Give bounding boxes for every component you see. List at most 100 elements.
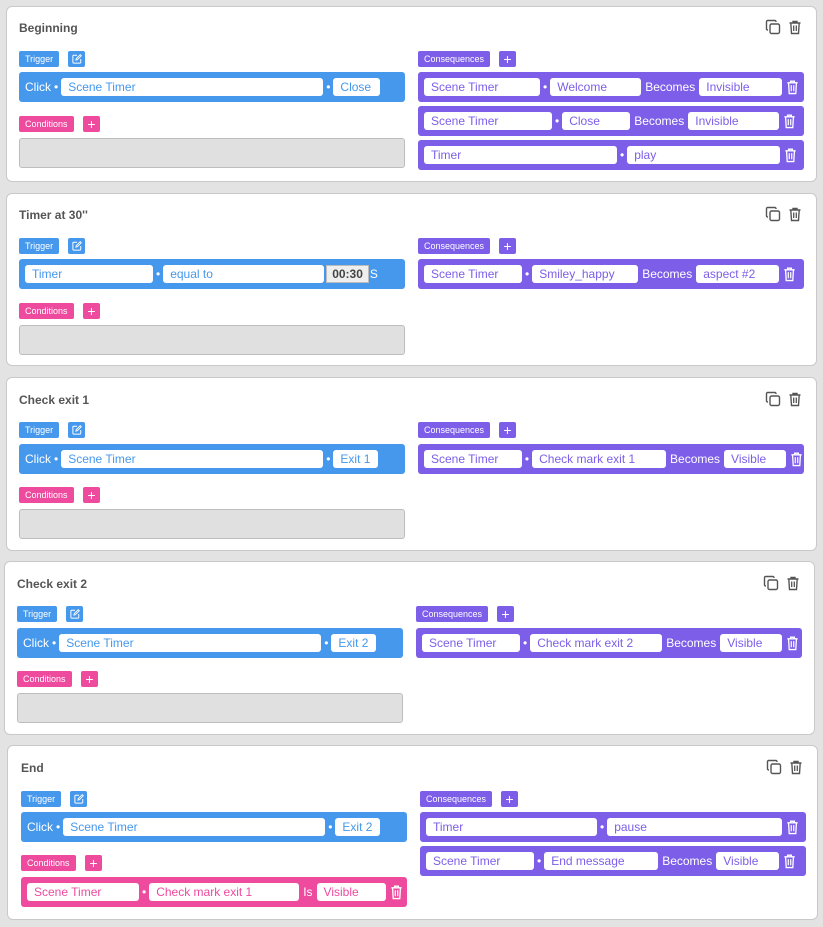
consequence-value-field[interactable]: Visible (720, 634, 783, 652)
plus-icon: + (87, 487, 96, 503)
trigger-object-field[interactable]: Scene Timer (61, 450, 324, 468)
trigger-object-field[interactable]: Scene Timer (61, 78, 324, 96)
consequence-target-field[interactable]: play (627, 146, 781, 164)
condition-row: Scene Timer • Check mark exit 1 Is Visibl… (21, 877, 407, 907)
trash-icon[interactable] (785, 575, 801, 591)
trigger-event: Click (23, 636, 49, 650)
consequence-target-field[interactable]: Check mark exit 2 (530, 634, 663, 652)
rule-tools (765, 19, 803, 35)
conditions-chip: Conditions (21, 855, 76, 871)
add-consequence-button[interactable]: + (499, 422, 516, 438)
trigger-target-field[interactable]: Close (333, 78, 381, 96)
edit-icon (71, 53, 83, 65)
duplicate-icon[interactable] (765, 206, 781, 222)
plus-icon: + (505, 791, 514, 807)
trigger-target-field[interactable]: Exit 1 (333, 450, 379, 468)
consequence-verb: Becomes (662, 854, 713, 868)
consequence-object-field[interactable]: Scene Timer (426, 852, 534, 870)
consequence-value-field[interactable]: Visible (724, 450, 786, 468)
trigger-row: Timer • equal to 00:30 S (19, 259, 405, 289)
consequence-object-field[interactable]: Scene Timer (422, 634, 520, 652)
trash-icon[interactable] (788, 759, 804, 775)
edit-trigger-button[interactable] (68, 238, 85, 254)
duplicate-icon[interactable] (765, 19, 781, 35)
trigger-target-field[interactable]: Exit 2 (331, 634, 377, 652)
plus-icon: + (503, 51, 512, 67)
conditions-dropzone[interactable] (17, 693, 403, 723)
consequence-target-field[interactable]: pause (607, 818, 783, 836)
edit-trigger-button[interactable] (66, 606, 83, 622)
rule-title: End (21, 761, 44, 775)
add-consequence-button[interactable]: + (499, 51, 516, 67)
add-condition-button[interactable]: + (83, 303, 100, 319)
condition-value-field[interactable]: Visible (316, 883, 386, 901)
consequence-target-field[interactable]: Smiley_happy (532, 265, 639, 283)
rule-tools (765, 206, 803, 222)
consequence-target-field[interactable]: Welcome (550, 78, 642, 96)
trash-icon[interactable] (782, 265, 797, 283)
consequence-row: Scene Timer • Check mark exit 1 Becomes V… (418, 444, 804, 474)
time-input[interactable]: 00:30 (326, 265, 369, 283)
trash-icon[interactable] (785, 78, 800, 96)
consequence-verb: Becomes (634, 114, 685, 128)
consequence-target-field[interactable]: Check mark exit 1 (532, 450, 667, 468)
conditions-dropzone[interactable] (19, 325, 405, 355)
consequence-verb: Becomes (642, 267, 693, 281)
consequence-object-field[interactable]: Timer (424, 146, 617, 164)
duplicate-icon[interactable] (766, 759, 782, 775)
consequence-row: Timer • pause (420, 812, 806, 842)
add-consequence-button[interactable]: + (501, 791, 518, 807)
consequence-target-field[interactable]: End message (544, 852, 659, 870)
edit-trigger-button[interactable] (70, 791, 87, 807)
trigger-target-field[interactable]: Exit 2 (335, 818, 381, 836)
consequence-object-field[interactable]: Scene Timer (424, 450, 522, 468)
consequence-object-field[interactable]: Timer (426, 818, 597, 836)
add-consequence-button[interactable]: + (497, 606, 514, 622)
edit-icon (73, 793, 85, 805)
condition-object-field[interactable]: Scene Timer (27, 883, 139, 901)
duplicate-icon[interactable] (765, 391, 781, 407)
trash-icon[interactable] (783, 146, 798, 164)
conditions-chip: Conditions (19, 487, 74, 503)
consequence-object-field[interactable]: Scene Timer (424, 78, 540, 96)
consequence-target-field[interactable]: Close (562, 112, 631, 130)
trigger-row: Click • Scene Timer • Exit 2 (17, 628, 403, 658)
trash-icon[interactable] (389, 883, 404, 901)
trash-icon[interactable] (782, 112, 797, 130)
edit-trigger-button[interactable] (68, 51, 85, 67)
add-condition-button[interactable]: + (85, 855, 102, 871)
consequence-verb: Becomes (670, 452, 721, 466)
trash-icon[interactable] (789, 450, 804, 468)
trigger-object-field[interactable]: Timer (25, 265, 153, 283)
consequence-object-field[interactable]: Scene Timer (424, 112, 552, 130)
add-consequence-button[interactable]: + (499, 238, 516, 254)
consequence-verb: Becomes (666, 636, 717, 650)
trash-icon[interactable] (785, 634, 800, 652)
duplicate-icon[interactable] (763, 575, 779, 591)
trigger-comparator-field[interactable]: equal to (163, 265, 325, 283)
consequences-chip: Consequences (418, 238, 491, 254)
edit-trigger-button[interactable] (68, 422, 85, 438)
conditions-chip: Conditions (17, 671, 72, 687)
consequence-value-field[interactable]: aspect #2 (696, 265, 780, 283)
trash-icon[interactable] (787, 391, 803, 407)
conditions-dropzone[interactable] (19, 138, 405, 168)
trigger-row: Click • Scene Timer • Exit 1 (19, 444, 405, 474)
consequence-value-field[interactable]: Invisible (699, 78, 783, 96)
condition-target-field[interactable]: Check mark exit 1 (149, 883, 300, 901)
trigger-object-field[interactable]: Scene Timer (59, 634, 322, 652)
add-condition-button[interactable]: + (81, 671, 98, 687)
trash-icon[interactable] (785, 818, 800, 836)
consequence-value-field[interactable]: Visible (716, 852, 780, 870)
consequence-value-field[interactable]: Invisible (688, 112, 780, 130)
add-condition-button[interactable]: + (83, 116, 100, 132)
trigger-object-field[interactable]: Scene Timer (63, 818, 326, 836)
add-condition-button[interactable]: + (83, 487, 100, 503)
trash-icon[interactable] (787, 19, 803, 35)
trash-icon[interactable] (787, 206, 803, 222)
plus-icon: + (87, 303, 96, 319)
consequences-chip: Consequences (416, 606, 489, 622)
trash-icon[interactable] (782, 852, 797, 870)
consequence-object-field[interactable]: Scene Timer (424, 265, 522, 283)
conditions-dropzone[interactable] (19, 509, 405, 539)
